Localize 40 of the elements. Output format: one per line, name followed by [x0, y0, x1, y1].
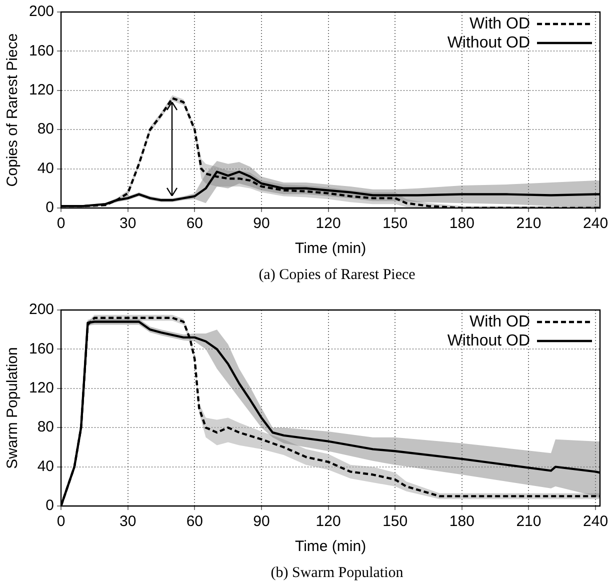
x-tick-label: 240 — [583, 513, 608, 530]
y-tick-label: 160 — [28, 42, 54, 60]
x-tick-label: 180 — [449, 513, 474, 530]
x-tick-label: 60 — [186, 215, 203, 232]
x-tick-label: 90 — [253, 215, 270, 232]
x-tick-label: 150 — [382, 513, 408, 530]
x-tick-label: 90 — [253, 513, 270, 530]
x-tick-label: 240 — [583, 215, 608, 232]
x-tick-label: 120 — [316, 513, 341, 530]
x-axis-title: Time (min) — [294, 240, 366, 258]
y-tick-label: 200 — [28, 301, 54, 318]
y-tick-label: 160 — [28, 340, 54, 358]
legend-label: Without OD — [447, 34, 530, 52]
x-tick-label: 210 — [516, 513, 542, 530]
x-tick-label: 30 — [120, 215, 136, 232]
x-tick-label: 210 — [516, 215, 542, 232]
y-tick-label: 40 — [37, 458, 54, 475]
y-tick-label: 40 — [37, 160, 54, 177]
x-tick-label: 120 — [316, 215, 341, 232]
y-tick-label: 120 — [28, 82, 54, 99]
x-tick-label: 60 — [186, 513, 203, 530]
text: (b) Swarm Population — [270, 564, 404, 583]
y-tick-label: 80 — [37, 418, 54, 436]
y-axis-title: Copies of Rarest Piece — [4, 33, 22, 187]
x-tick-label: 180 — [449, 215, 474, 232]
x-tick-label: 30 — [120, 513, 136, 530]
x-tick-label: 0 — [56, 215, 66, 232]
y-axis-title: Swarm Population — [4, 347, 22, 469]
y-tick-label: 0 — [46, 497, 54, 514]
text: (a) Copies of Rarest Piece — [258, 266, 416, 285]
x-tick-label: 0 — [56, 513, 66, 530]
legend-label: With OD — [470, 313, 530, 330]
y-tick-label: 80 — [37, 120, 54, 138]
x-tick-label: 150 — [382, 215, 408, 232]
legend-label: Without OD — [447, 332, 530, 350]
y-tick-label: 120 — [28, 380, 54, 397]
x-axis-title: Time (min) — [294, 538, 366, 556]
y-tick-label: 0 — [46, 199, 54, 216]
y-tick-label: 200 — [28, 3, 54, 20]
legend-label: With OD — [470, 15, 530, 32]
